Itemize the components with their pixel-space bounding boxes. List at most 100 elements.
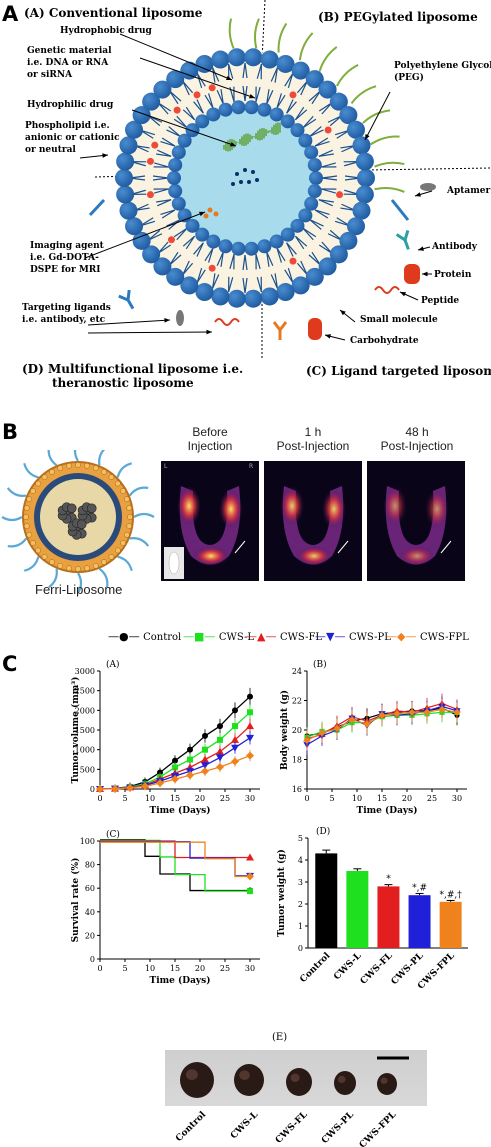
inner-lipid-head [185,218,200,233]
data-point [348,716,356,724]
tumor-specimen [377,1073,397,1095]
outer-lipid-head [329,245,348,264]
hydrophobic-drug [289,257,297,265]
label-imaging-agent: Imaging agent i.e. Gd-DOTA- DSPE for MRI [30,240,104,276]
outer-lipid-head [227,289,246,308]
label-peptide: Peptide [421,296,460,306]
lipid-tail [182,109,195,121]
inner-lipid-head [168,184,183,199]
lipid-tail [256,277,262,292]
y-axis-label: Tumor weight (g) [276,849,287,937]
arrow-head [206,329,212,335]
data-point [232,723,238,730]
data-point [247,693,253,700]
lipid-tail [242,62,246,79]
tumor-highlight [380,1077,388,1084]
inner-lipid-head [304,196,319,211]
lipid-tail [196,73,203,89]
lipid-tail [274,67,278,83]
outer-lipid-head [244,48,263,67]
peg-chain [1,516,23,522]
aptamer-stem-2 [390,199,410,221]
hot-spot [193,546,229,566]
x-tick-label: 0 [97,794,102,803]
tumor-specimen [234,1064,264,1096]
lipid-tail [182,260,190,275]
data-point [393,710,401,718]
outer-lipid-head [132,106,151,125]
lipid-tail [196,269,206,283]
lipid-tail [255,254,261,269]
lipid-bead [84,565,90,572]
lipid-tail [286,99,294,114]
data-point [246,872,254,881]
peg-chain [228,18,235,49]
lipid-tail [286,101,297,114]
arrow-head [226,75,232,81]
outer-lipid-head [346,120,365,139]
x-axis-label: Time (Days) [150,975,211,986]
protein-ligand [404,264,420,284]
hydrophobic-drug [151,141,159,149]
data-point [201,767,209,776]
data-point [96,785,104,793]
header-1h: 1 h Post-Injection [263,425,363,453]
sub-label: (C) [106,829,120,840]
x-tick-label: 20 [195,964,205,973]
legend-label: Control [143,632,182,643]
significance-label: *,# [412,883,427,893]
lipid-tail [220,251,224,267]
label-peg: Polyethylene Glycol (PEG) [394,60,491,84]
lipid-tail [327,233,342,241]
lipid-tail [212,273,216,289]
x-tick-label: 15 [170,794,180,803]
outer-lipid-head [339,106,358,125]
lipid-bead [57,563,64,569]
x-tick-label: 0 [97,964,102,973]
outer-lipid-head [260,287,279,306]
outer-lipid-head [355,185,374,204]
lipid-bead [57,465,64,471]
arrow-head [325,334,331,339]
lipid-bead [41,553,48,560]
lipid-tail [212,67,216,83]
mouse-body [168,551,180,575]
lipid-bead [23,523,30,529]
lipid-tail [276,93,282,109]
lipid-tail [196,99,204,114]
inner-lipid-head [244,241,259,256]
hot-spot [219,489,243,529]
label-arrow [87,331,213,334]
lipid-tail [318,149,333,157]
lipid-tail [244,62,248,79]
data-point [202,732,208,739]
lipid-tail [160,209,176,215]
bar [439,901,462,948]
outer-lipid-head [276,54,295,73]
label-phospho-1: Phospholipid i.e. [25,121,110,131]
x-tick-label: 25 [427,794,437,803]
lipid-tail [156,199,172,203]
panel-letter-a: A [2,2,19,26]
hot-spot [425,489,449,529]
hydrophobic-drug [289,91,297,99]
inner-lipid-head [206,234,221,249]
lipid-bead [30,540,36,546]
inner-lipid-head [290,123,305,138]
outer-lipid-head [116,152,135,171]
data-point [217,736,223,743]
hot-spot [177,486,201,526]
lipid-tail [276,94,286,109]
label-small-molecule: Small molecule [360,315,438,325]
aptamer-oval [420,183,436,191]
inner-lipid-head [304,145,319,160]
lipid-bead [101,559,107,565]
outer-lipid-head [346,217,365,236]
lipid-tail [270,67,278,82]
inner-lipid-head [280,114,295,129]
inner-lipid-head [206,107,221,122]
label-phospho-2: anionic or cationic [25,133,120,143]
organ-silhouette [179,486,241,565]
lipid-bead [108,553,115,560]
